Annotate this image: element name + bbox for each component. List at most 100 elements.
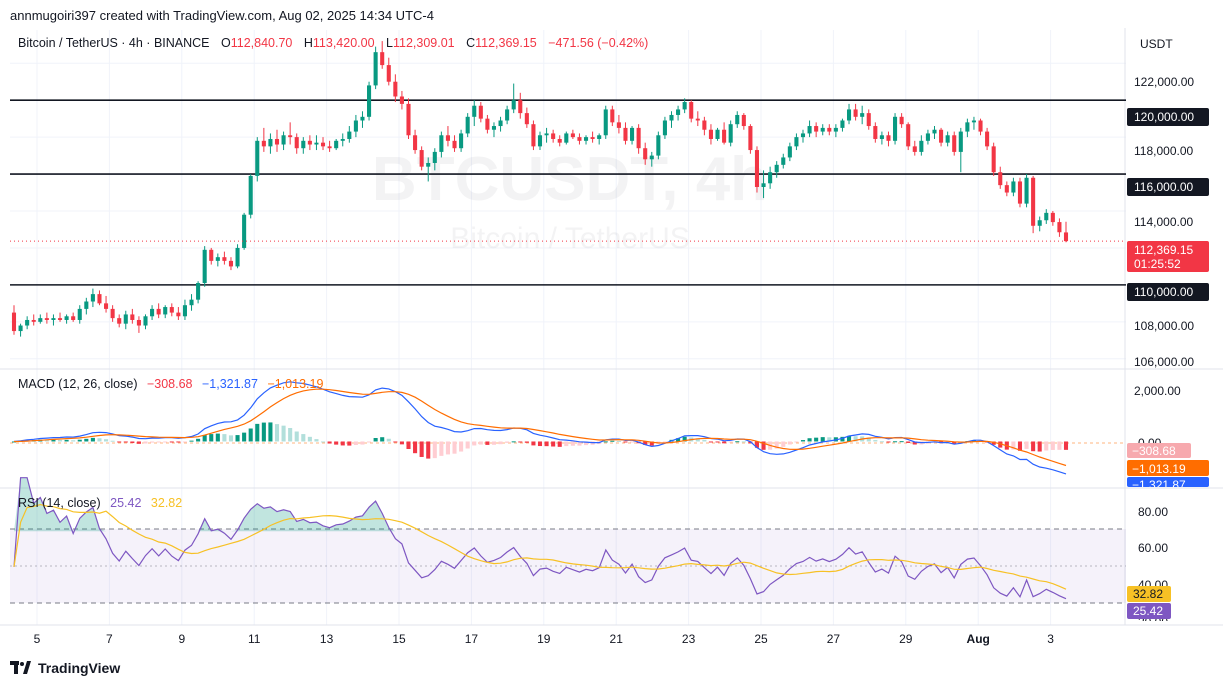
candle-body <box>340 138 345 141</box>
candle <box>866 109 871 130</box>
candle-body <box>958 131 963 152</box>
horizontal-levels <box>10 99 1126 286</box>
candle <box>104 295 109 313</box>
macd-histogram-bar <box>334 441 339 445</box>
candle <box>925 129 930 145</box>
candle-body <box>294 137 299 149</box>
candle-body <box>656 135 661 156</box>
macd-hist-value: −308.68 <box>146 377 193 391</box>
time-axis-label: 25 <box>754 632 768 646</box>
candle-body <box>689 102 694 119</box>
time-axis-label: 5 <box>34 632 41 646</box>
candle-body <box>932 129 937 134</box>
candle <box>978 118 983 136</box>
candle-body <box>367 85 372 117</box>
macd-histogram-bar <box>235 435 240 442</box>
macd-histogram-bar <box>682 436 687 442</box>
candle <box>846 103 852 125</box>
rsi-title: RSI (14, close) <box>18 496 101 510</box>
ohlc-close: C112,369.15 <box>466 36 537 50</box>
macd-histogram-bar <box>754 441 760 448</box>
rsi-badge-label: 25.42 <box>1133 604 1163 618</box>
candle <box>899 113 904 128</box>
candle <box>222 251 227 265</box>
candle <box>261 127 266 152</box>
macd-histogram-bar <box>518 441 523 443</box>
macd-legend[interactable]: MACD (12, 26, close) −308.68 −1,321.87 −… <box>18 377 323 391</box>
candle-body <box>156 308 161 315</box>
last-price-badge <box>1127 241 1209 272</box>
time-axis-label: 13 <box>320 632 334 646</box>
candle <box>228 257 234 271</box>
macd-histogram-bar <box>643 441 648 446</box>
candle-body <box>518 100 523 114</box>
candle <box>932 126 937 139</box>
candle <box>209 247 214 265</box>
rsi-legend[interactable]: RSI (14, close) 25.42 32.82 <box>18 496 182 510</box>
tradingview-logo-icon <box>10 661 31 674</box>
macd-histogram-bar <box>202 435 207 442</box>
candle-body <box>196 283 201 300</box>
macd-histogram-bar <box>1031 441 1036 452</box>
candle <box>820 124 825 136</box>
candle <box>90 288 95 308</box>
macd-histogram-bar <box>248 428 253 442</box>
candle <box>498 116 503 132</box>
candle-body <box>373 52 378 86</box>
macd-histogram-bar <box>827 437 832 442</box>
candle-body <box>846 109 852 121</box>
macd-histogram-bar <box>676 438 681 442</box>
macd-histogram-bar <box>879 441 884 443</box>
candle <box>373 46 378 90</box>
tradingview-brand[interactable]: TradingView <box>10 660 120 676</box>
candle-body <box>695 118 700 121</box>
candle-body <box>478 105 483 119</box>
macd-histogram-bar <box>242 432 247 442</box>
candle-body <box>491 126 497 130</box>
rsi-band <box>10 529 1126 603</box>
candle <box>51 314 56 326</box>
price-tick: 114,000.00 <box>1134 215 1193 229</box>
time-axis-label: 11 <box>248 632 261 646</box>
candle-body <box>334 140 339 149</box>
candle <box>939 127 944 147</box>
candle-body <box>912 146 917 152</box>
candle <box>340 133 345 147</box>
macd-histogram-bar <box>741 441 746 443</box>
candle <box>1063 221 1069 243</box>
macd-histogram-bar <box>301 434 306 442</box>
candle-body <box>860 113 865 117</box>
candle <box>853 103 858 121</box>
candle-body <box>1050 212 1055 223</box>
macd-histogram-bar <box>130 441 135 444</box>
candle <box>886 131 891 147</box>
candle-body <box>945 135 950 143</box>
candle <box>314 135 319 151</box>
candle-body <box>840 120 845 128</box>
watermark-description: Bitcoin / TetherUS <box>450 222 690 255</box>
macd-histogram-bar <box>367 441 372 443</box>
candle-body <box>242 214 247 248</box>
candle-body <box>38 318 43 322</box>
symbol-legend[interactable]: Bitcoin / TetherUS · 4h · BINANCE O112,8… <box>18 36 648 50</box>
candle-body <box>662 120 667 136</box>
rsi-overbought-fill <box>14 477 1066 532</box>
candle-body <box>524 113 529 125</box>
macd-histogram-bar <box>662 441 667 443</box>
candle-body <box>643 148 648 160</box>
macd-histogram-bar <box>702 439 707 442</box>
candle-body <box>853 109 858 117</box>
candle <box>708 124 713 145</box>
candle-body <box>472 105 477 117</box>
candle <box>912 140 917 156</box>
macd-histogram-bar <box>531 441 536 446</box>
macd-histogram-bar <box>274 424 280 442</box>
macd-histogram-bar <box>294 431 299 442</box>
candle-body <box>866 113 871 127</box>
candle-body <box>130 314 135 320</box>
time-axis-label: 3 <box>1047 632 1054 646</box>
time-axis-label: 7 <box>106 632 113 646</box>
candle-body <box>735 114 740 125</box>
candle <box>360 111 365 128</box>
